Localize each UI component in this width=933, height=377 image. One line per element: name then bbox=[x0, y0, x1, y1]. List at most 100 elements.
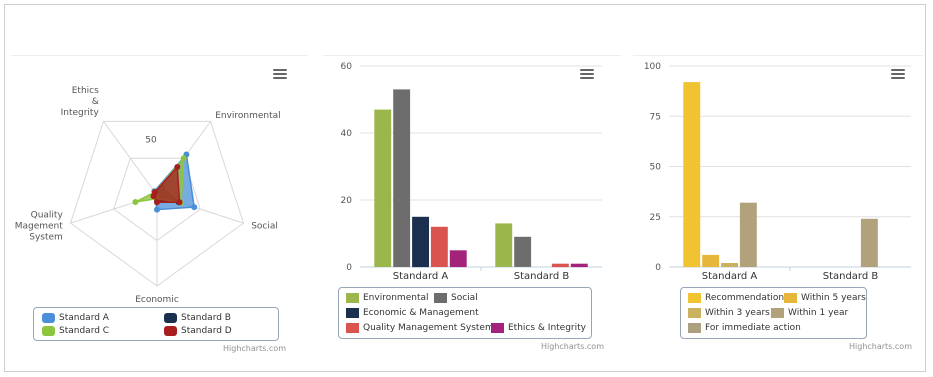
legend-item-immediate-action[interactable]: For immediate action bbox=[688, 323, 801, 333]
y-tick-label: 50 bbox=[650, 163, 662, 173]
radar-legend: Standard A Standard B Standard C Standar… bbox=[33, 307, 279, 341]
y-tick-label: 0 bbox=[346, 263, 352, 273]
radar-chart-panel: 50 Environmental Social Economic&Management… bbox=[11, 55, 308, 360]
legend-label: Standard A bbox=[59, 313, 109, 323]
radar-axis-label-line: Environmental bbox=[215, 111, 280, 121]
legend-label: Ethics & Integrity bbox=[508, 323, 586, 333]
legend-item-standard-d[interactable]: Standard D bbox=[164, 326, 232, 336]
legend-label: Social bbox=[451, 293, 478, 303]
hamburger-menu-icon[interactable] bbox=[580, 69, 594, 80]
radar-grid-ring bbox=[69, 120, 245, 287]
radar-grid-ring bbox=[113, 157, 201, 242]
radar-axis-label-line: Social bbox=[251, 222, 278, 232]
bar bbox=[860, 218, 878, 267]
radar-axis-label: Economic&Management bbox=[127, 295, 187, 305]
radar-data-point bbox=[132, 199, 139, 205]
hamburger-menu-icon[interactable] bbox=[891, 69, 905, 80]
legend-item-within-5-years[interactable]: Within 5 years bbox=[784, 293, 866, 303]
credits-link[interactable]: Highcharts.com bbox=[541, 342, 604, 351]
panel-divider bbox=[323, 55, 621, 56]
bar bbox=[721, 263, 738, 267]
legend-symbol bbox=[784, 293, 797, 303]
legend-label: Within 5 years bbox=[801, 293, 866, 303]
radar-axis-line bbox=[103, 121, 158, 196]
legend-symbol bbox=[42, 326, 55, 336]
dashboard-frame: 50 Environmental Social Economic&Management… bbox=[4, 4, 926, 372]
legend-item-ethics-integrity[interactable]: Ethics & Integrity bbox=[491, 323, 586, 333]
radar-data-point bbox=[154, 199, 160, 206]
ratings-chart-panel: 0 20 40 60 Standard A Standard B Environmenta… bbox=[323, 55, 621, 360]
radar-data-point bbox=[176, 199, 183, 206]
legend-item-social[interactable]: Social bbox=[434, 293, 478, 303]
ratings-bar-chart: 0 20 40 60 Standard A Standard B bbox=[341, 62, 602, 282]
legend-item-standard-c[interactable]: Standard C bbox=[42, 326, 109, 336]
y-tick-label: 100 bbox=[644, 62, 661, 72]
bar bbox=[551, 263, 569, 268]
hamburger-menu-icon[interactable] bbox=[273, 69, 287, 80]
y-tick-label: 25 bbox=[650, 213, 661, 223]
legend-symbol bbox=[164, 313, 177, 323]
panel-divider bbox=[11, 55, 308, 56]
radar-tick-label: 50 bbox=[145, 136, 157, 146]
legend-label: For immediate action bbox=[705, 323, 801, 333]
radar-data-point bbox=[174, 164, 181, 170]
radar-data-point bbox=[191, 204, 198, 211]
legend-item-recommendation[interactable]: Recommendation bbox=[688, 293, 784, 303]
legend-symbol bbox=[346, 293, 359, 303]
bar bbox=[412, 216, 429, 268]
radar-axis-label: Quality Magement System bbox=[15, 211, 64, 243]
credits-link[interactable]: Highcharts.com bbox=[849, 342, 912, 351]
radar-data-point bbox=[180, 155, 187, 162]
bar bbox=[430, 226, 448, 267]
legend-symbol bbox=[434, 293, 447, 303]
legend-symbol bbox=[491, 323, 504, 333]
legend-label: Economic & Management bbox=[363, 308, 479, 318]
timeline-bar-chart: 0 25 50 75 100 Standard A Standard B bbox=[644, 62, 911, 282]
legend-symbol bbox=[346, 308, 359, 318]
radar-data-point bbox=[151, 189, 158, 196]
legend-item-within-3-years[interactable]: Within 3 years bbox=[688, 308, 770, 318]
bar bbox=[739, 202, 757, 267]
legend-item-economic-management[interactable]: Economic & Management bbox=[346, 308, 479, 318]
radar-data-point bbox=[154, 206, 160, 213]
bar bbox=[495, 223, 513, 267]
radar-axis-label-line: System bbox=[29, 233, 63, 243]
radar-axis-label-line: Integrity bbox=[61, 108, 100, 118]
radar-axis-label-line: Magement bbox=[15, 222, 64, 232]
y-tick-label: 60 bbox=[341, 62, 353, 72]
panel-divider bbox=[633, 55, 923, 56]
y-tick-label: 0 bbox=[655, 263, 661, 273]
legend-symbol bbox=[42, 313, 55, 323]
y-tick-label: 20 bbox=[341, 196, 353, 206]
legend-item-environmental[interactable]: Environmental bbox=[346, 293, 428, 303]
bar bbox=[570, 263, 588, 268]
y-tick-label: 40 bbox=[341, 129, 353, 139]
timeline-chart-panel: 0 25 50 75 100 Standard A Standard B Recommend… bbox=[633, 55, 923, 360]
bar bbox=[393, 89, 411, 268]
x-category-label: Standard B bbox=[514, 271, 570, 282]
legend-label: Quality Management System bbox=[363, 323, 494, 333]
legend-symbol bbox=[688, 293, 701, 303]
legend-symbol bbox=[346, 323, 359, 333]
radar-axis-label-line: & bbox=[92, 97, 99, 107]
ratings-legend: Environmental Social Economic & Manageme… bbox=[338, 287, 592, 339]
radar-axis-label-line: Economic bbox=[135, 295, 179, 305]
radar-axis-label: Ethics & Integrity bbox=[61, 86, 100, 118]
legend-label: Within 1 year bbox=[788, 308, 849, 318]
legend-item-standard-a[interactable]: Standard A bbox=[42, 313, 109, 323]
legend-label: Standard C bbox=[59, 326, 110, 336]
legend-label: Standard D bbox=[181, 326, 232, 336]
radar-chart: 50 Environmental Social Economic&Management… bbox=[15, 86, 281, 305]
legend-item-standard-b[interactable]: Standard B bbox=[164, 313, 231, 323]
legend-item-quality-management[interactable]: Quality Management System bbox=[346, 323, 494, 333]
legend-label: Environmental bbox=[363, 293, 429, 303]
radar-axis-label: Environmental bbox=[215, 111, 280, 121]
legend-label: Within 3 years bbox=[705, 308, 770, 318]
legend-item-within-1-year[interactable]: Within 1 year bbox=[771, 308, 848, 318]
credits-link[interactable]: Highcharts.com bbox=[223, 344, 286, 353]
legend-label: Recommendation bbox=[705, 293, 785, 303]
y-tick-label: 75 bbox=[650, 112, 661, 122]
timeline-legend: Recommendation Within 5 years Within 3 y… bbox=[680, 287, 867, 339]
bar bbox=[702, 254, 720, 267]
x-category-label: Standard A bbox=[702, 271, 758, 282]
